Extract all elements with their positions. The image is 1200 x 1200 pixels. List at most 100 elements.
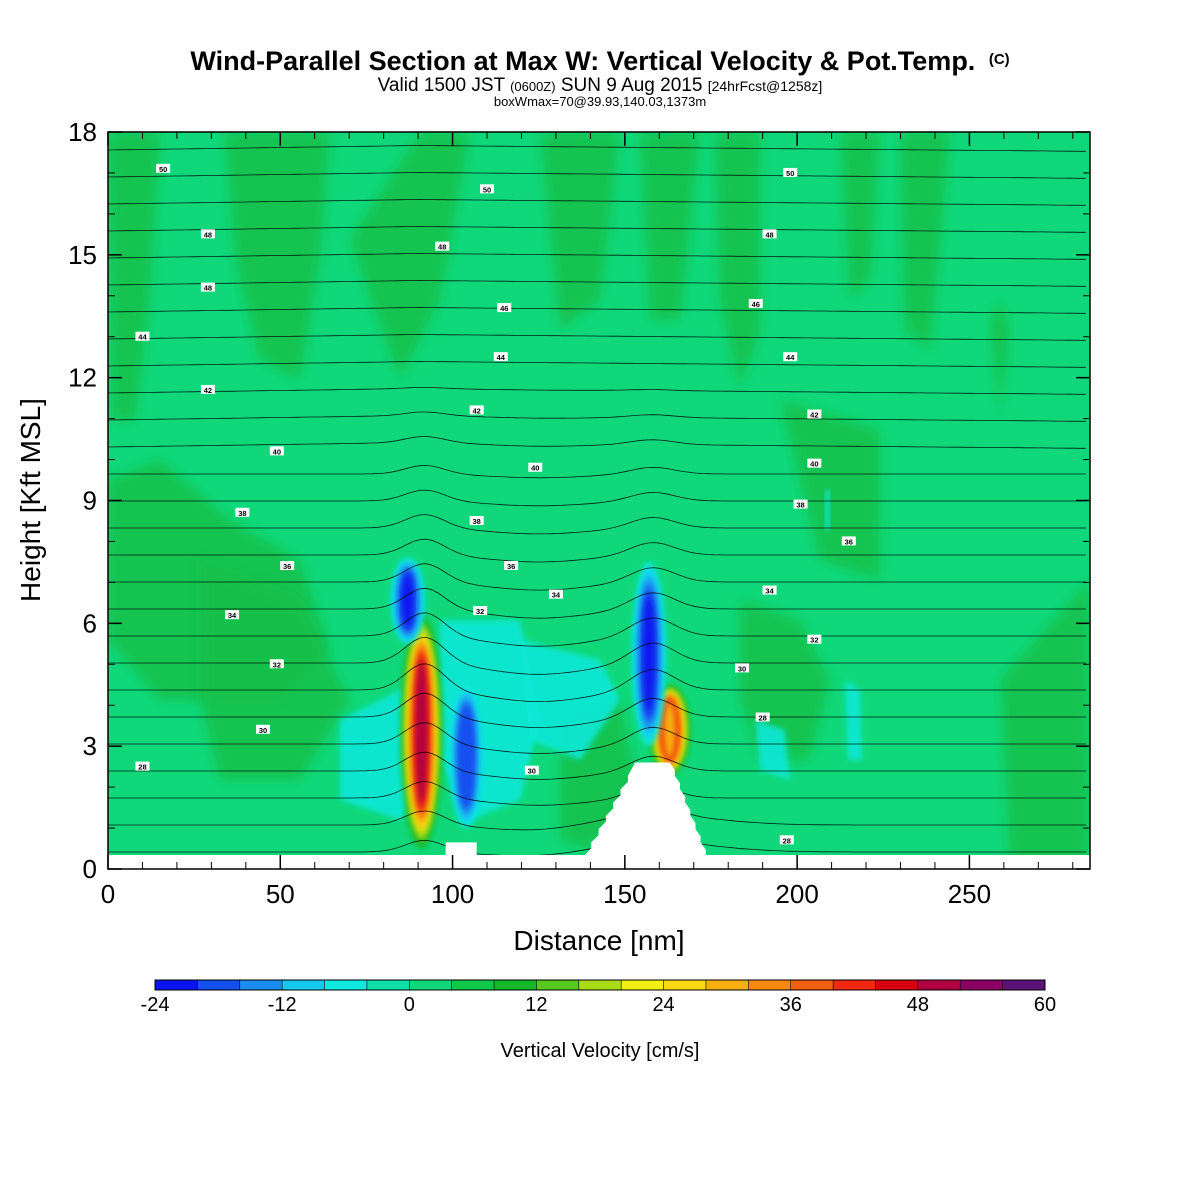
y-tick: 18: [68, 117, 1090, 147]
weak-updraft-region: [900, 132, 950, 350]
isentrope-label: 46: [497, 303, 512, 313]
colorbar-swatch: [451, 980, 495, 990]
isentrope-label: 32: [269, 659, 284, 669]
colorbar-swatch: [324, 980, 368, 990]
isentrope-label: 42: [807, 409, 822, 420]
isentrope-label: 48: [435, 241, 450, 252]
colorbar-swatch: [494, 980, 537, 990]
svg-text:46: 46: [752, 300, 760, 309]
colorbar-tick-label: 36: [780, 994, 802, 1016]
chart-title: Wind-Parallel Section at Max W: Vertical…: [190, 46, 1009, 109]
svg-text:Valid 1500 JST (0600Z): Valid 1500 JST (0600Z) SUN 9 Aug 2015 [2…: [378, 75, 823, 96]
y-tick: 15: [68, 240, 1090, 270]
svg-text:32: 32: [810, 636, 818, 645]
isentrope-label: 40: [528, 462, 543, 473]
y-tick: 6: [83, 608, 1090, 638]
svg-text:30: 30: [738, 664, 746, 673]
title-main: Wind-Parallel Section at Max W: Vertical…: [190, 46, 975, 76]
isentrope-label: 30: [734, 663, 749, 673]
isentrope-label: 50: [783, 167, 798, 178]
svg-text:34: 34: [765, 587, 774, 596]
colorbar-swatch: [663, 980, 707, 990]
isentrope-label: 30: [524, 765, 539, 776]
weak-updraft-region: [225, 132, 330, 380]
colorbar-swatch: [960, 980, 1004, 990]
colorbar-swatch: [155, 980, 198, 990]
colorbar-swatch: [366, 980, 410, 990]
y-tick: 12: [68, 363, 1090, 393]
box-wmax-line: boxWmax=70@39.93,140.03,1373m: [494, 94, 706, 109]
isentrope-label: 46: [748, 298, 763, 309]
colorbar-swatch: [833, 980, 876, 990]
x-tick-label: 0: [101, 879, 115, 909]
isentrope-label: 48: [200, 282, 215, 293]
isentrope-labels: 50 50 50 48 48 48 48 46 46 44 44 44 42 42 42 40 40 40 38 38…: [135, 163, 856, 845]
svg-text:34: 34: [552, 591, 561, 600]
x-axis: 0 50 100 150 200 250: [101, 132, 991, 909]
isentrope-label: 44: [493, 352, 508, 362]
isentrope-label: 38: [469, 515, 484, 526]
colorbar-tick-label: -24: [141, 994, 170, 1016]
colorbar-swatch: [875, 980, 919, 990]
colorbar-swatch: [621, 980, 665, 990]
isentrope-label: 36: [280, 561, 295, 571]
colorbar: -24 -12 0 12 24 36 48 60: [141, 979, 1056, 1016]
weak-downdraft-region: [845, 680, 862, 760]
isentrope-label: 34: [762, 585, 777, 596]
svg-text:36: 36: [507, 562, 515, 571]
isentrope-label: 44: [135, 331, 150, 342]
isentrope-label: 40: [807, 458, 822, 469]
isentrope-label: 34: [548, 589, 563, 600]
isentrope-label: 44: [783, 352, 798, 362]
colorbar-swatch: [1002, 980, 1046, 990]
x-axis-label: Distance [nm]: [513, 925, 684, 956]
weak-updraft-region: [540, 132, 620, 330]
weak-updraft-region: [990, 300, 1010, 420]
x-tick: 50: [266, 132, 295, 909]
x-tick: 150: [603, 132, 647, 909]
isentrope-label: 42: [200, 384, 215, 395]
svg-text:40: 40: [531, 464, 539, 473]
weak-updraft-region: [840, 132, 880, 300]
svg-text:38: 38: [238, 509, 246, 518]
colorbar-tick-label: 12: [525, 994, 547, 1016]
svg-text:48: 48: [765, 230, 773, 239]
isentrope-label: 40: [269, 446, 284, 456]
svg-text:28: 28: [783, 836, 791, 845]
colorbar-tick-label: 48: [907, 994, 929, 1016]
svg-text:30: 30: [528, 767, 536, 776]
downdraft-core: [449, 684, 484, 829]
isentrope-label: 50: [156, 163, 171, 174]
valid-zulu: (0600Z): [510, 79, 556, 94]
weak-updraft-region: [1000, 580, 1090, 860]
y-tick-label: 9: [83, 486, 97, 516]
svg-text:32: 32: [273, 660, 281, 669]
svg-text:36: 36: [845, 537, 853, 546]
updraft-core: [400, 615, 443, 849]
y-tick-label: 15: [68, 240, 97, 270]
svg-text:34: 34: [228, 611, 237, 620]
x-tick-label: 250: [948, 879, 991, 909]
colorbar-swatch: [536, 980, 580, 990]
valid-prefix: Valid 1500 JST: [378, 75, 506, 96]
y-tick-label: 6: [83, 608, 97, 638]
x-tick-label: 50: [266, 879, 295, 909]
y-tick-label: 0: [83, 854, 97, 884]
svg-text:36: 36: [283, 562, 291, 571]
isentrope-label: 28: [779, 835, 794, 845]
isentrope-label: 32: [807, 634, 822, 645]
svg-text:28: 28: [758, 714, 766, 723]
colorbar-label: Vertical Velocity [cm/s]: [501, 1040, 700, 1062]
svg-text:28: 28: [138, 763, 146, 772]
svg-text:42: 42: [810, 411, 818, 420]
isentrope-label: 36: [841, 536, 856, 546]
colorbar-swatch: [705, 980, 749, 990]
colorbar-tick-label: 24: [652, 994, 674, 1016]
isentrope-label: 38: [793, 499, 808, 510]
weak-updraft-region: [640, 132, 700, 320]
weak-updraft-region: [715, 132, 760, 390]
svg-text:40: 40: [273, 447, 281, 456]
terrain-ridge: [576, 762, 711, 869]
colorbar-swatch: [917, 980, 961, 990]
